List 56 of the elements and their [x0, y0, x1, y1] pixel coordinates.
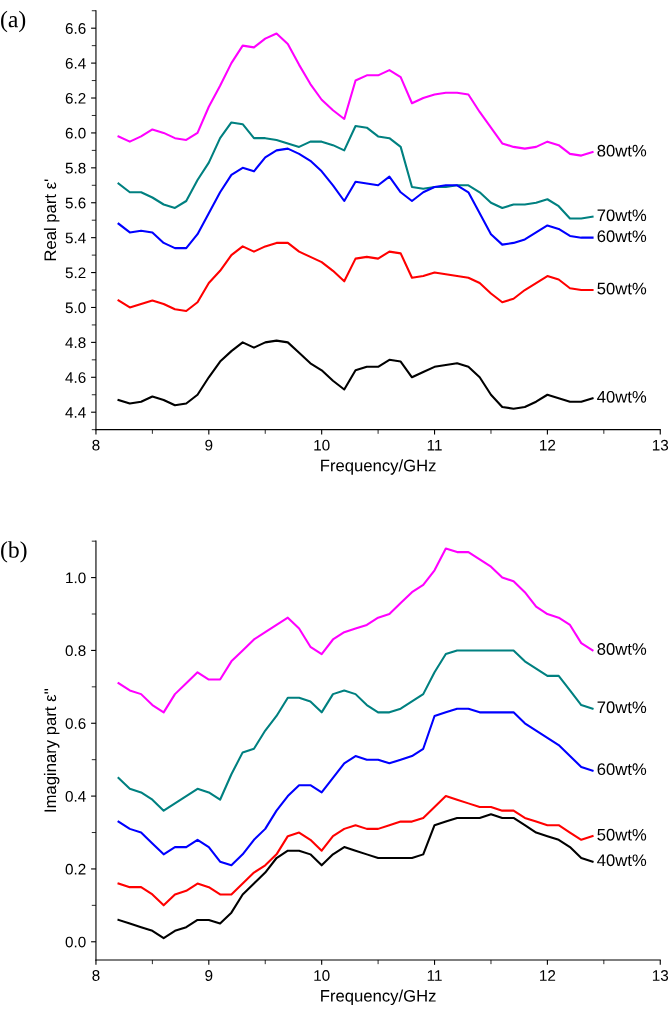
y-tick-label: 1.0: [66, 572, 86, 584]
series-label: 80wt%: [597, 144, 647, 157]
y-tick-label: 4.6: [65, 372, 86, 383]
chart-title: (a): [1, 10, 26, 33]
series-label: 60wt%: [597, 763, 647, 776]
y-tick-label: 5.8: [65, 162, 86, 174]
x-axis-title: Frequency/GHz: [321, 459, 436, 475]
line-series: [117, 32, 594, 157]
line-series: [117, 339, 594, 410]
x-tick-label: 10: [314, 439, 330, 451]
line-series: [117, 649, 594, 812]
series-label: 80wt%: [597, 643, 647, 655]
x-axis-title: Frequency/GHz: [321, 989, 436, 1006]
x-tick-label: 12: [540, 439, 556, 451]
y-axis-title: Imaginary part ε'': [43, 688, 60, 812]
y-tick-label: 5.0: [65, 302, 86, 314]
y-tick-label: 6.2: [65, 92, 86, 104]
series-label: 40wt%: [597, 390, 647, 403]
x-tick-label: 13: [652, 970, 669, 981]
y-tick-label: 0.2: [65, 863, 86, 875]
line-series: [117, 813, 594, 940]
chart-title: (b): [1, 541, 27, 563]
x-tick-label: 9: [205, 970, 213, 981]
line-series: [117, 147, 594, 250]
x-tick-label: 11: [427, 439, 442, 451]
y-tick-label: 6.6: [65, 23, 86, 34]
y-tick-label: 5.2: [65, 267, 86, 279]
x-tick-label: 13: [652, 439, 669, 451]
y-tick-label: 0.0: [65, 936, 86, 948]
series-label: 60wt%: [597, 230, 647, 243]
series-label: 70wt%: [597, 701, 647, 714]
line-series: [117, 795, 594, 907]
line-series: [117, 121, 594, 220]
series-label: 70wt%: [597, 209, 647, 222]
x-tick-label: 8: [92, 439, 100, 451]
y-tick-label: 0.4: [65, 790, 86, 802]
x-tick-label: 10: [314, 970, 330, 981]
x-tick-label: 8: [92, 970, 100, 981]
line-series: [117, 241, 594, 313]
series-label: 50wt%: [597, 282, 647, 295]
y-axis-title: Real part ε': [43, 179, 60, 261]
line-series: [117, 707, 594, 867]
series-label: 40wt%: [597, 854, 647, 867]
line-series: [117, 547, 594, 714]
y-tick-label: 4.8: [65, 337, 86, 349]
y-tick-label: 5.4: [65, 232, 86, 244]
y-tick-label: 0.8: [65, 645, 86, 657]
y-tick-label: 6.0: [65, 127, 86, 139]
x-tick-label: 9: [205, 439, 213, 451]
x-tick-label: 11: [427, 970, 442, 981]
x-tick-label: 12: [540, 970, 556, 981]
y-tick-label: 0.6: [65, 718, 86, 729]
y-tick-label: 4.4: [65, 407, 86, 418]
y-tick-label: 6.4: [65, 57, 86, 69]
series-label: 50wt%: [597, 828, 647, 841]
y-tick-label: 5.6: [65, 197, 86, 209]
